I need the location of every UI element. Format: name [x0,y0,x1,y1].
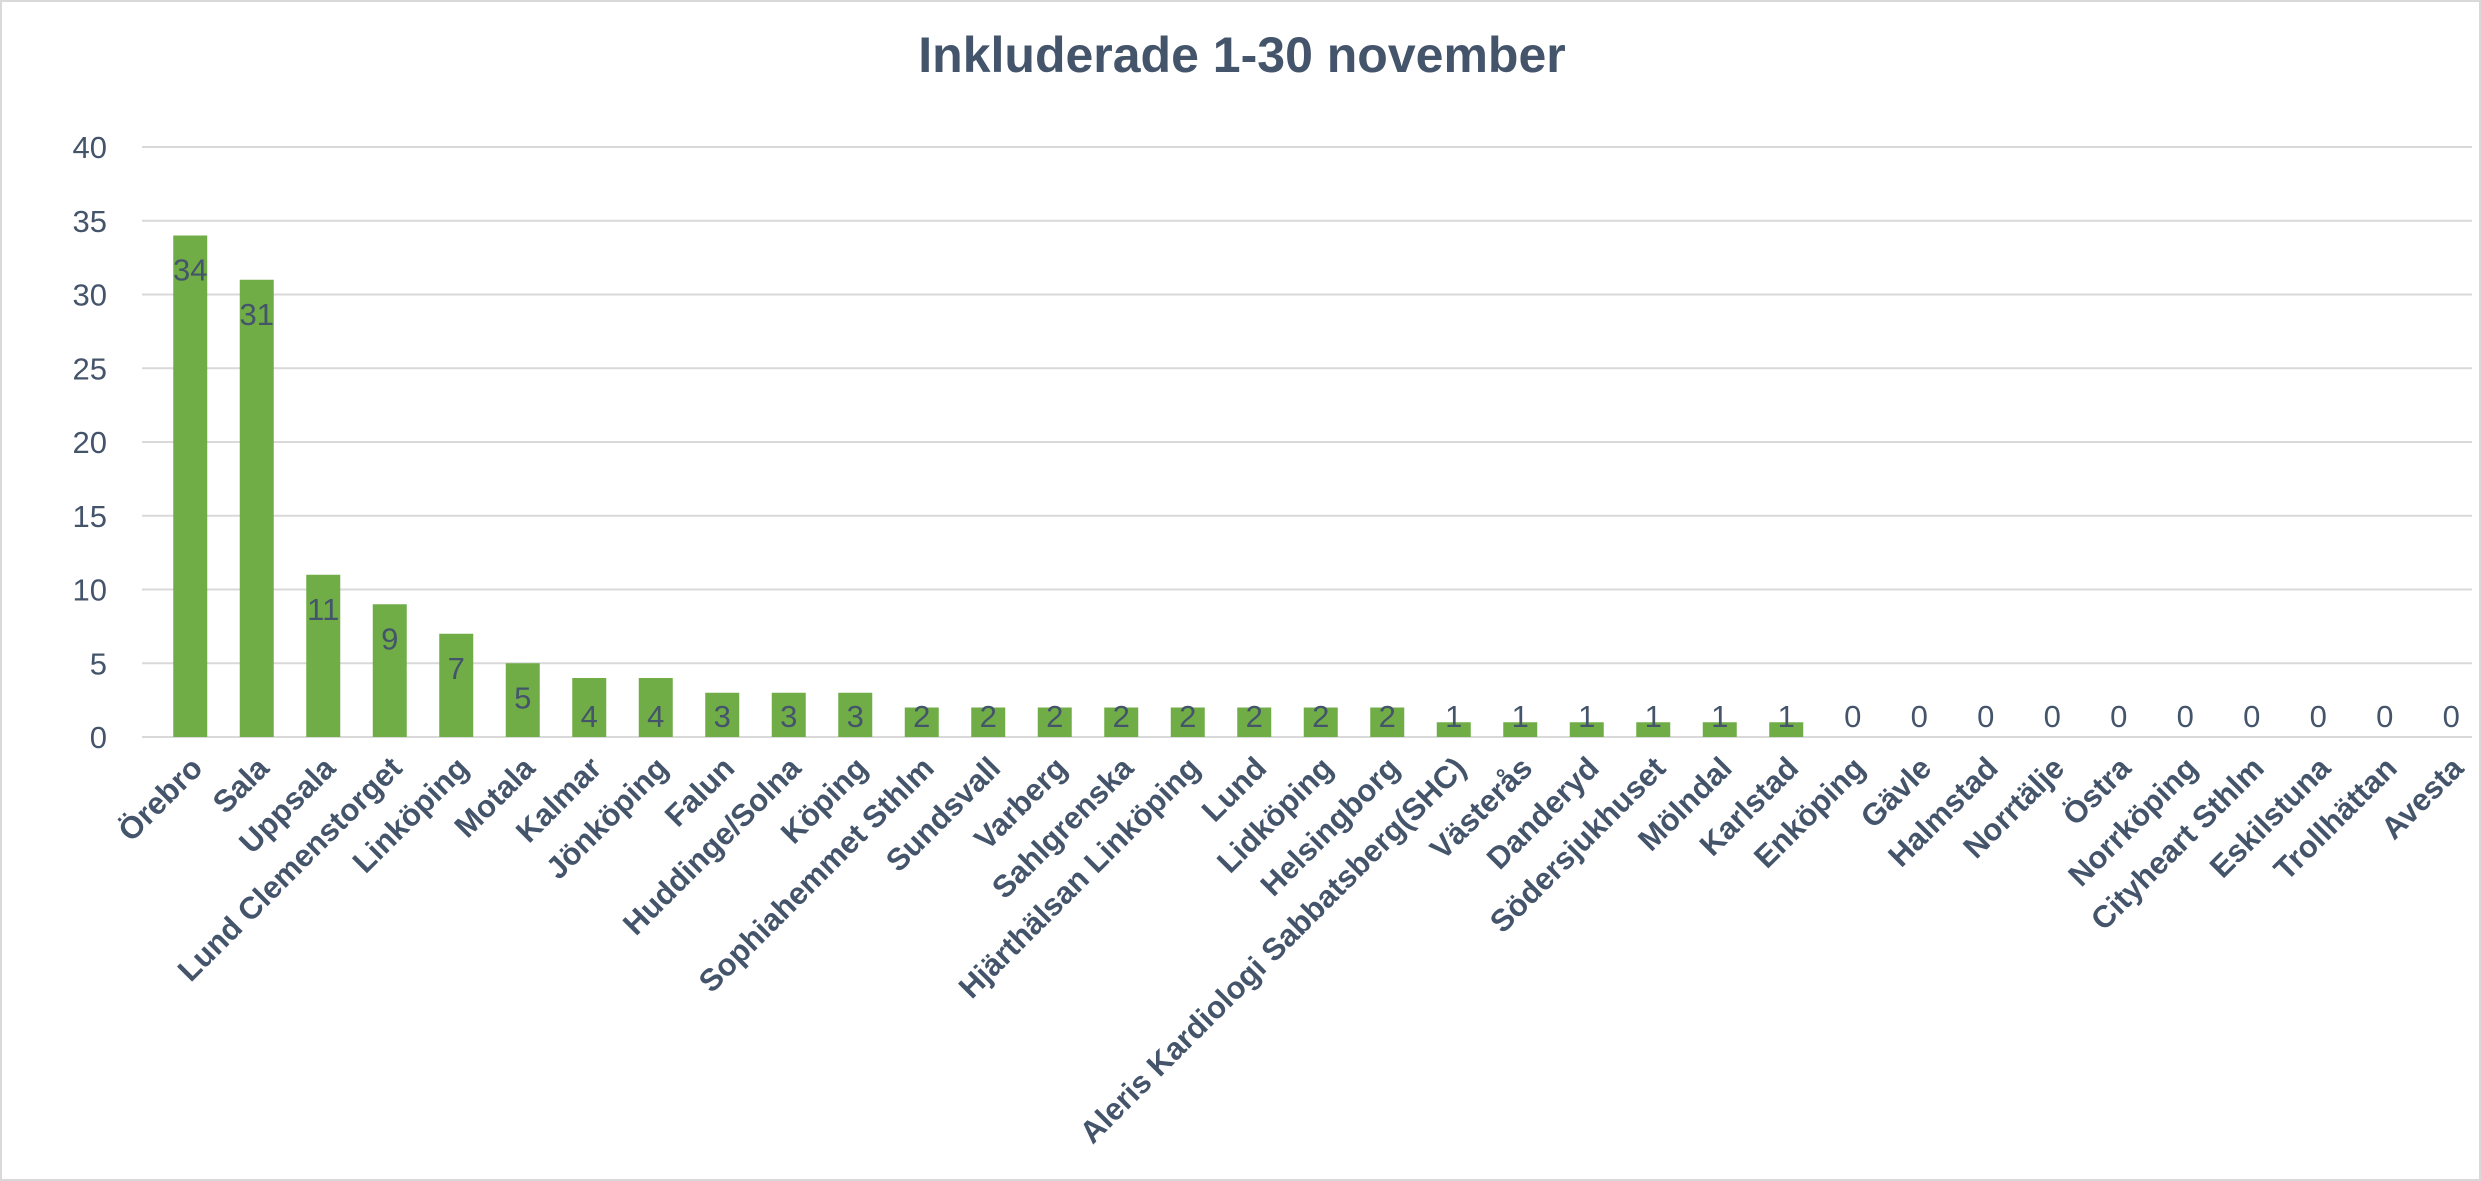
bar [572,678,607,737]
bar [173,235,208,737]
bar [1503,722,1538,737]
data-label: 0 [1844,699,1861,734]
bar [1237,707,1272,737]
y-tick-label: 5 [90,646,107,681]
data-label: 1 [1578,699,1595,734]
data-label: 3 [847,699,864,734]
data-label: 11 [307,592,339,627]
gridlines [142,146,2472,738]
y-tick-label: 30 [73,278,107,313]
bars [173,235,1804,737]
data-label: 3 [714,699,731,734]
bar [705,692,740,737]
data-label: 2 [1113,699,1130,734]
data-label: 7 [448,651,465,686]
bar [1104,707,1139,737]
data-label: 1 [1645,699,1662,734]
bar [1769,722,1804,737]
data-label: 0 [1977,699,1994,734]
data-label: 2 [980,699,997,734]
data-label: 2 [1046,699,1063,734]
data-label: 0 [2310,699,2327,734]
data-label: 34 [173,253,207,288]
data-label: 0 [2243,699,2260,734]
bar [904,707,939,737]
bar [239,279,274,737]
y-tick-label: 0 [90,720,107,755]
bar [372,604,407,737]
data-label: 4 [581,699,598,734]
bar [439,633,474,737]
data-label: 0 [2044,699,2061,734]
bar [505,663,540,737]
data-label: 1 [1445,699,1462,734]
bar [1037,707,1072,737]
data-label: 2 [913,699,930,734]
data-label: 0 [2376,699,2393,734]
data-label: 1 [1711,699,1728,734]
data-label: 3 [780,699,797,734]
x-tick-label: Örebro [111,750,209,848]
y-tick-label: 35 [73,204,107,239]
bar [971,707,1006,737]
data-label: 0 [2110,699,2127,734]
y-axis-ticks: 0 5 10 15 20 25 30 35 40 [73,130,107,755]
data-label: 2 [1312,699,1329,734]
data-label: 31 [240,297,274,332]
data-label: 2 [1246,699,1263,734]
bar [1569,722,1604,737]
data-label: 1 [1778,699,1795,734]
y-tick-label: 25 [73,351,107,386]
data-label: 0 [1911,699,1928,734]
data-label: 9 [381,621,398,656]
y-tick-label: 15 [73,499,107,534]
data-label: 1 [1512,699,1529,734]
data-label: 0 [2443,699,2460,734]
data-label: 2 [1379,699,1396,734]
y-tick-label: 20 [73,425,107,460]
data-label: 2 [1179,699,1196,734]
bar [1436,722,1471,737]
data-label: 4 [647,699,664,734]
chart-title: Inkluderade 1-30 november [918,27,1565,83]
data-label: 0 [2177,699,2194,734]
bar [1303,707,1338,737]
bar [638,678,673,737]
bar [1702,722,1737,737]
data-label: 5 [514,680,531,715]
y-tick-label: 40 [73,130,107,165]
y-tick-label: 10 [73,573,107,608]
bar [838,692,873,737]
bar [306,574,341,737]
bar [1170,707,1205,737]
bar [1370,707,1405,737]
bar [771,692,806,737]
bar [1636,722,1671,737]
